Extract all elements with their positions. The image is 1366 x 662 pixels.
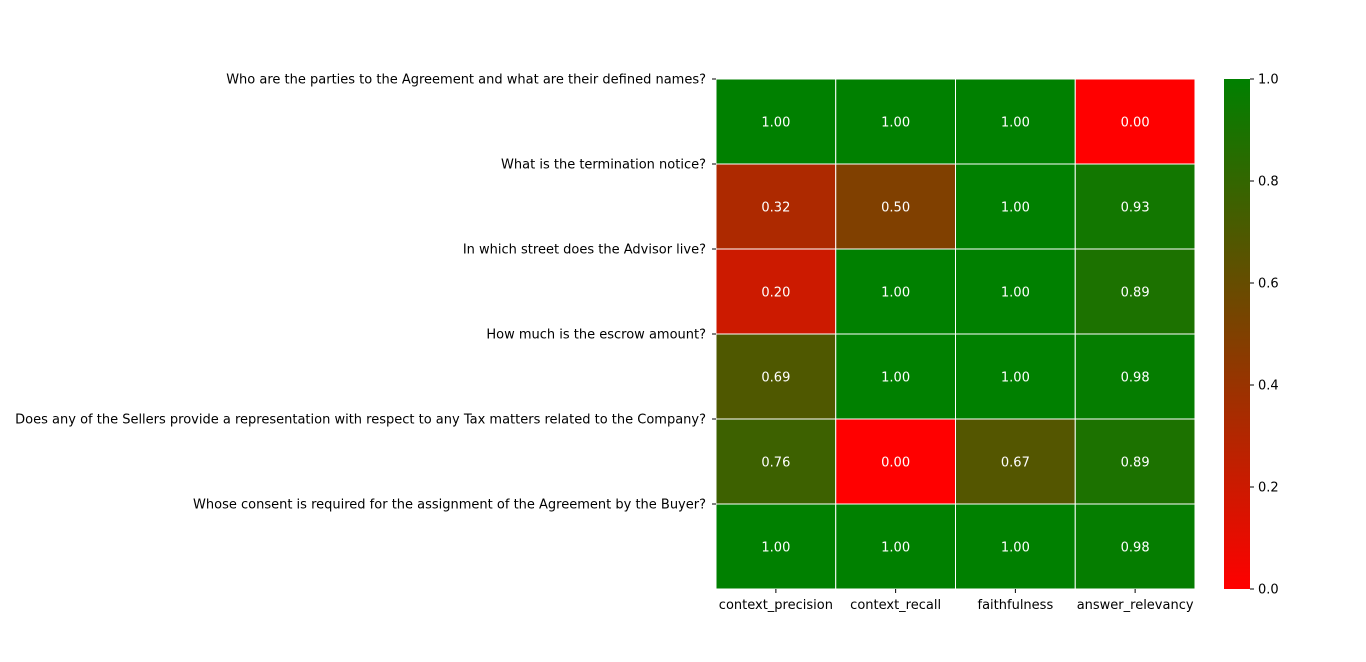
heatmap-cell-r1-c1 xyxy=(835,163,956,250)
heatmap-cell-r3-c0 xyxy=(715,333,837,420)
cell-label-r1-c2: 1.00 xyxy=(1001,201,1030,216)
cell-label-r0-c0: 1.00 xyxy=(761,116,790,131)
heatmap-cell-r4-c2 xyxy=(955,418,1076,505)
heatmap-cell-r0-c0 xyxy=(715,78,837,165)
heatmap-cells xyxy=(715,78,1196,590)
heatmap-cell-r1-c3 xyxy=(1074,163,1196,250)
heatmap-cell-r1-c0 xyxy=(715,163,837,250)
cell-label-r2-c3: 0.89 xyxy=(1121,286,1150,301)
cell-label-r3-c3: 0.98 xyxy=(1121,371,1150,386)
heatmap-cell-r0-c3 xyxy=(1074,78,1196,165)
colorbar-tick-label-1: 0.2 xyxy=(1258,481,1279,496)
cell-label-r0-c1: 1.00 xyxy=(881,116,910,131)
cell-label-r4-c2: 0.67 xyxy=(1001,456,1030,471)
heatmap-cell-r3-c3 xyxy=(1074,333,1196,420)
cell-label-r1-c1: 0.50 xyxy=(881,201,910,216)
colorbar: 0.0 0.2 0.4 0.6 0.8 1.0 xyxy=(1224,73,1279,598)
row-label-1: What is the termination notice? xyxy=(501,158,706,173)
heatmap-cell-r2-c3 xyxy=(1074,248,1196,335)
colorbar-tick-label-2: 0.4 xyxy=(1258,379,1279,394)
column-labels: context_precision context_recall faithfuln… xyxy=(719,589,1194,613)
heatmap-cell-r5-c1 xyxy=(835,503,956,590)
cell-label-r1-c3: 0.93 xyxy=(1121,201,1150,216)
cell-label-r5-c2: 1.00 xyxy=(1001,541,1030,556)
heatmap-cell-r0-c1 xyxy=(835,78,956,165)
cell-label-r2-c0: 0.20 xyxy=(761,286,790,301)
cell-annotations: 1.00 1.00 1.00 0.00 0.32 0.50 1.00 0.93 0.20 1.00… xyxy=(761,116,1149,556)
cell-label-r1-c0: 0.32 xyxy=(761,201,790,216)
cell-label-r0-c2: 1.00 xyxy=(1001,116,1030,131)
cell-label-r4-c3: 0.89 xyxy=(1121,456,1150,471)
row-label-2: In which street does the Advisor live? xyxy=(463,243,706,258)
cell-label-r0-c3: 0.00 xyxy=(1121,116,1150,131)
column-label-1: context_recall xyxy=(850,598,941,613)
colorbar-gradient xyxy=(1224,79,1250,589)
column-label-3: answer_relevancy xyxy=(1077,598,1194,613)
row-label-3: How much is the escrow amount? xyxy=(486,328,706,343)
heatmap-cell-r3-c1 xyxy=(835,333,956,420)
heatmap-cell-r5-c3 xyxy=(1074,503,1196,590)
colorbar-tick-label-4: 0.8 xyxy=(1258,175,1279,190)
heatmap-cell-r5-c2 xyxy=(955,503,1076,590)
heatmap-cell-r4-c1 xyxy=(835,418,956,505)
row-label-5: Whose consent is required for the assign… xyxy=(193,498,706,513)
cell-label-r3-c1: 1.00 xyxy=(881,371,910,386)
column-label-0: context_precision xyxy=(719,598,833,613)
heatmap-cell-r3-c2 xyxy=(955,333,1076,420)
cell-label-r5-c3: 0.98 xyxy=(1121,541,1150,556)
cell-label-r4-c1: 0.00 xyxy=(881,456,910,471)
colorbar-tick-label-5: 1.0 xyxy=(1258,73,1279,88)
colorbar-tick-label-3: 0.6 xyxy=(1258,277,1279,292)
heatmap-cell-r2-c1 xyxy=(835,248,956,335)
heatmap-cell-r4-c3 xyxy=(1074,418,1196,505)
cell-label-r2-c1: 1.00 xyxy=(881,286,910,301)
column-label-2: faithfulness xyxy=(978,598,1054,613)
heatmap-cell-r0-c2 xyxy=(955,78,1076,165)
cell-label-r5-c1: 1.00 xyxy=(881,541,910,556)
heatmap-cell-r4-c0 xyxy=(715,418,837,505)
cell-label-r3-c2: 1.00 xyxy=(1001,371,1030,386)
row-label-4: Does any of the Sellers provide a repres… xyxy=(15,413,706,428)
heatmap-cell-r5-c0 xyxy=(715,503,837,590)
cell-label-r4-c0: 0.76 xyxy=(761,456,790,471)
row-label-0: Who are the parties to the Agreement and… xyxy=(226,73,706,88)
row-labels: Who are the parties to the Agreement and… xyxy=(15,73,716,513)
cell-label-r3-c0: 0.69 xyxy=(761,371,790,386)
cell-label-r5-c0: 1.00 xyxy=(761,541,790,556)
cell-label-r2-c2: 1.00 xyxy=(1001,286,1030,301)
colorbar-tick-label-0: 0.0 xyxy=(1258,583,1279,598)
